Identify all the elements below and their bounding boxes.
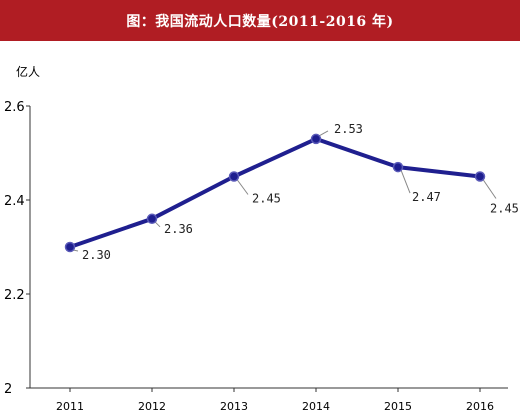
data-point [310,133,322,145]
data-point [64,241,76,253]
chart-title-bar: 图：我国流动人口数量(2011-2016 年) [0,0,520,41]
x-tick-label: 2012 [138,400,166,413]
data-label: 2.36 [164,222,193,236]
x-tick-label: 2013 [220,400,248,413]
data-label: 2.30 [82,248,111,262]
x-tick-label: 2015 [384,400,412,413]
line-chart: 亿人 2 2.2 2.4 2.6 2011 2012 2013 2014 2015 2016 2… [4,64,519,413]
data-label: 2.45 [252,192,281,206]
chart-title: 图：我国流动人口数量(2011-2016 年) [126,13,394,30]
x-tick-label: 2011 [56,400,84,413]
data-point [392,161,404,173]
data-label-leader [236,179,249,195]
data-label-leader [318,130,329,137]
x-tick-label: 2016 [466,400,494,413]
x-tick-label: 2014 [302,400,330,413]
data-label-leader [154,221,161,228]
data-label-leader [400,169,411,194]
data-label: 2.53 [334,122,363,136]
data-label: 2.47 [412,190,441,204]
y-tick-label: 2.2 [4,288,25,303]
data-point [228,171,240,182]
data-label: 2.45 [490,202,519,216]
series-line [69,136,481,249]
data-label-leader [482,179,497,199]
y-tick-label: 2 [4,382,12,397]
y-axis-unit-label: 亿人 [16,64,40,79]
y-tick-label: 2.6 [4,100,25,115]
data-point [474,171,486,182]
y-tick-label: 2.4 [4,194,25,209]
data-point [146,213,158,225]
